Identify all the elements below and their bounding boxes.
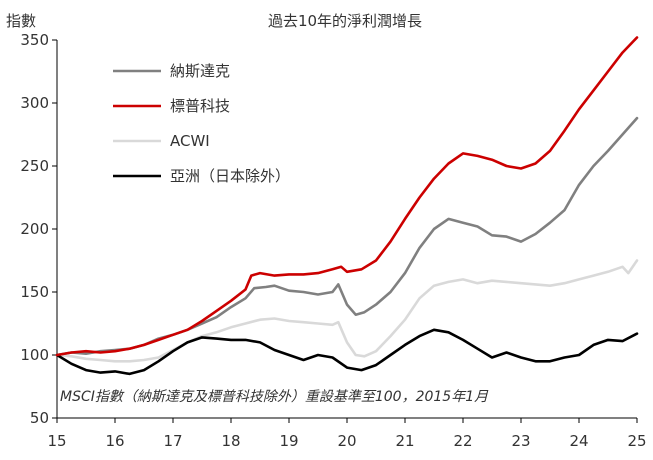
x-tick-label: 21 xyxy=(395,432,414,450)
series-line-1 xyxy=(55,36,639,357)
x-tick-label: 16 xyxy=(105,432,124,450)
x-tick-label: 15 xyxy=(47,432,66,450)
x-tick-label: 25 xyxy=(627,432,646,450)
y-tick-label: 100 xyxy=(20,346,49,364)
series-line-3 xyxy=(55,328,639,376)
x-tick-label: 22 xyxy=(453,432,472,450)
series-layer xyxy=(55,36,639,376)
y-tick-label: 300 xyxy=(20,94,49,112)
axes: 50 100 150 200 250 300 350 15 16 17 18 19 20 21 22 23 24… xyxy=(20,31,646,450)
x-tick-label: 24 xyxy=(569,432,588,450)
x-tick-label: 20 xyxy=(337,432,356,450)
legend-label-1: 標普科技 xyxy=(170,97,230,115)
legend-label-0: 納斯達克 xyxy=(170,62,230,80)
series-line-2 xyxy=(55,259,639,363)
y-axis-label: 指數 xyxy=(6,12,36,30)
chart-title: 過去10年的淨利潤增長 xyxy=(268,12,422,30)
x-tick-label: 18 xyxy=(221,432,240,450)
x-tick-label: 23 xyxy=(511,432,530,450)
chart-note: MSCI指數（納斯達克及標普科技除外）重設基準至100，2015年1月 xyxy=(60,389,489,405)
y-tick-label: 200 xyxy=(20,220,49,238)
y-tick-label: 50 xyxy=(30,409,49,427)
legend-label-3: 亞洲（日本除外） xyxy=(170,167,290,185)
y-tick-label: 350 xyxy=(20,31,49,49)
y-tick-label: 250 xyxy=(20,157,49,175)
series-line-0 xyxy=(55,116,639,357)
legend-label-2: ACWI xyxy=(170,132,210,150)
x-tick-label: 17 xyxy=(163,432,182,450)
x-tick-label: 19 xyxy=(279,432,298,450)
y-tick-label: 150 xyxy=(20,283,49,301)
